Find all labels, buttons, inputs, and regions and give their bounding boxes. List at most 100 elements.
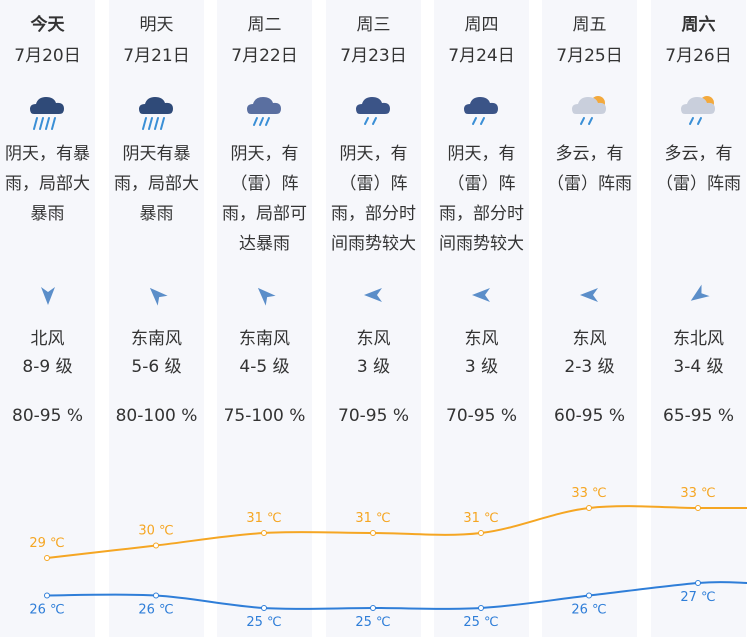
wind-direction-icon [41,287,55,305]
heavy-rain-icon [139,97,173,130]
weather-description: 阴天，有 （雷）阵雨，部分时间雨势较大 [326,139,421,259]
date-label: 7月23日 [340,46,407,66]
description-line: 达暴雨 [239,234,290,254]
wind-direction: 东风 [572,329,607,349]
description-line: 阴天，有 [230,144,299,164]
high-temp-point [153,542,159,549]
description-line: （雷）阵 [230,174,299,194]
day-label: 周二 [247,15,282,35]
low-temp-label: 25 ℃ [463,615,498,630]
high-temp-label: 31 ℃ [355,511,390,526]
shower-icon [356,97,390,125]
low-temp-line [46,581,747,610]
wind-direction: 东南风 [131,329,182,349]
humidity: 60-95 % [554,406,625,426]
humidity: 80-100 % [115,406,198,426]
wind-direction: 东南风 [239,329,290,349]
description-line: 暴雨 [139,204,174,224]
date-label: 7月21日 [123,46,190,66]
humidity: 75-100 % [223,406,306,426]
description-line: 多云，有 [664,144,733,164]
description-line: 雨，局部大 [5,174,90,194]
wind-direction-icon [257,287,276,306]
description-line: 阴天，有 [447,144,516,164]
high-temp-point [44,555,50,561]
day-label: 周五 [572,15,607,35]
wind-level: 3 级 [464,357,499,377]
wind-level: 2-3 级 [564,357,615,377]
wind-direction: 东北风 [673,329,724,349]
description-line: （雷）阵雨 [547,174,632,194]
description-line: （雷）阵 [339,174,408,194]
low-temp-label: 26 ℃ [138,603,173,618]
weather-description: 阴天有暴雨，局部大暴雨 [109,139,204,229]
wind-direction-icon [149,287,168,306]
low-temp-label: 26 ℃ [29,603,64,618]
description-line: 阴天有暴 [122,144,191,164]
description-line: 雨，局部大 [114,174,199,194]
wind-level: 3 级 [356,357,391,377]
humidity: 80-95 % [12,406,83,426]
humidity: 70-95 % [338,406,409,426]
weather-description: 阴天，有 （雷）阵雨，部分时间雨势较大 [434,139,529,259]
weather-description: 多云，有 （雷）阵雨 [542,139,637,199]
low-temp-label: 27 ℃ [680,590,715,605]
high-temp-label: 33 ℃ [571,486,606,501]
high-temp-point [370,530,376,536]
high-temp-label: 29 ℃ [29,536,64,551]
date-label: 7月24日 [448,46,515,66]
description-line: 间雨势较大 [439,234,524,254]
wind-direction-icon [364,288,382,302]
partly-cloudy-rain-icon [681,96,715,125]
wind-level: 3-4 级 [673,357,724,377]
date-label: 7月20日 [14,46,81,66]
day-label: 周六 [681,15,716,35]
date-label: 7月22日 [231,46,298,66]
description-line: 雨，局部可 [222,204,307,224]
high-temp-label: 31 ℃ [246,511,281,526]
description-line: 间雨势较大 [331,234,416,254]
high-temp-point [695,505,701,511]
description-line: 雨，部分时 [331,204,416,224]
day-column: 周六 7月26日 多云，有 （雷）阵雨 东北风 3-4 级 65-95 % [651,0,746,637]
day-label: 今天 [30,15,65,35]
temperature-chart: 29 ℃ 30 ℃ 31 ℃ 31 ℃ 31 ℃ 33 ℃ 33 ℃ 26 ℃ 26 ℃ 25 ℃… [29,486,747,630]
low-temp-point [261,605,267,611]
description-line: 阴天，有 [339,144,408,164]
wind-direction-icon [580,288,598,302]
day-label: 明天 [139,15,174,35]
humidity: 70-95 % [446,406,517,426]
day-column: 今天 7月20日 阴天，有暴 雨，局部大 暴雨 北风 8-9 级 80-95 % [0,0,95,637]
description-line: 阴天，有暴 [5,144,90,164]
wind-level: 8-9 级 [22,357,73,377]
weather-description: 多云，有 （雷）阵雨 [651,139,746,199]
low-temp-point [153,592,159,599]
weather-description: 阴天，有 （雷）阵雨，局部可达暴雨 [217,139,312,259]
date-label: 7月25日 [556,46,623,66]
shower-icon [464,97,498,125]
low-temp-point [478,605,484,611]
low-temp-point [695,580,701,586]
day-column: 周五 7月25日多云，有 （雷）阵雨东风 2-3 级 60-95 % [542,0,637,637]
day-column: 明天 7月21日阴天有暴雨，局部大暴雨东南风 5-6 级 80-100 % [109,0,204,637]
wind-level: 5-6 级 [131,357,182,377]
high-temp-point [478,530,484,536]
low-temp-label: 25 ℃ [355,615,390,630]
heavy-rain-icon [30,97,64,130]
high-temp-point [586,505,592,511]
low-temp-point [44,592,50,599]
high-temp-point [261,530,267,536]
description-line: 雨，部分时 [439,204,524,224]
low-temp-label: 26 ℃ [571,603,606,618]
description-line: （雷）阵 [447,174,516,194]
thunder-shower-icon [247,97,281,126]
day-label: 周四 [464,15,499,35]
description-line: （雷）阵雨 [656,174,741,194]
date-label: 7月26日 [665,46,732,66]
wind-direction: 东风 [356,329,391,349]
wind-direction: 北风 [30,329,65,349]
wind-direction-icon [472,288,490,302]
low-temp-label: 25 ℃ [246,615,281,630]
high-temp-label: 30 ℃ [138,524,173,539]
wind-level: 4-5 级 [239,357,290,377]
